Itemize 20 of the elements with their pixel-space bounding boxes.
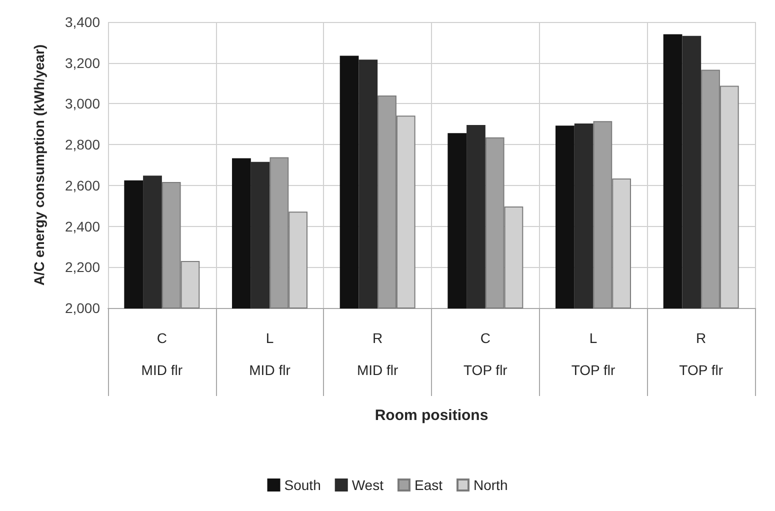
- legend-label: North: [474, 477, 508, 493]
- y-tick-label: 3,400: [64, 14, 100, 30]
- legend-label: East: [414, 477, 443, 493]
- x-tick-label: C TOP flr: [464, 330, 508, 378]
- legend-label: South: [284, 477, 321, 493]
- x-tick-label: L TOP flr: [571, 330, 616, 378]
- x-tick-label: L MID flr: [249, 330, 291, 378]
- y-tick-label: 2,800: [64, 136, 100, 153]
- y-axis-title: A/C energy consumption (kWh/year): [31, 44, 47, 286]
- y-tick-label: 2,200: [64, 259, 100, 276]
- x-tick-label: R TOP flr: [679, 330, 724, 378]
- legend-label: West: [352, 477, 384, 493]
- y-tick-label: 3,200: [64, 54, 100, 71]
- y-tick-label: 2,000: [64, 300, 100, 316]
- x-tick-label: C MID flr: [141, 330, 183, 378]
- x-tick-label: R MID flr: [356, 330, 399, 378]
- y-tick-label: 3,000: [64, 96, 100, 112]
- y-tick-label: 2,400: [64, 218, 100, 234]
- x-axis-title: Room positions: [374, 407, 488, 424]
- y-tick-label: 2,600: [64, 177, 100, 194]
